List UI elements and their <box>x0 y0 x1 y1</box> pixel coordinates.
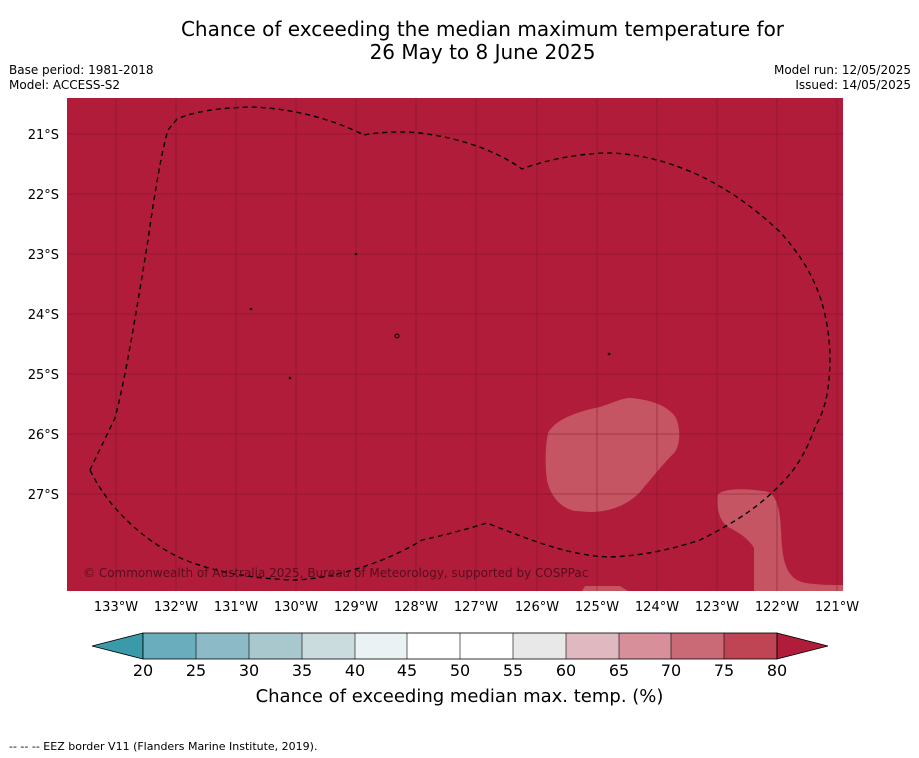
lat-tick-label: 27°S <box>28 488 59 503</box>
eez-footnote: -- -- -- EEZ border V11 (Flanders Marine… <box>9 740 318 753</box>
map-title: Chance of exceeding the median maximum t… <box>0 18 919 64</box>
colorbar: 20 25 30 35 40 45 50 55 60 65 70 75 80 <box>91 632 829 680</box>
title-line-1: Chance of exceeding the median maximum t… <box>180 17 785 41</box>
lon-tick-label: 122°W <box>755 600 799 615</box>
colorbar-tick-label: 55 <box>503 661 523 680</box>
lon-tick-label: 121°W <box>815 600 859 615</box>
colorbar-swatch <box>619 633 671 659</box>
lat-tick-label: 26°S <box>28 428 59 443</box>
meta-right: Model run: 12/05/2025 Issued: 14/05/2025 <box>774 63 911 93</box>
island <box>249 307 253 311</box>
lon-tick-label: 129°W <box>334 600 378 615</box>
colorbar-label: Chance of exceeding median max. temp. (%… <box>255 686 664 707</box>
map-copyright: © Commonwealth of Australia 2025, Bureau… <box>83 566 588 580</box>
colorbar-swatch <box>460 633 513 659</box>
lon-tick-label: 131°W <box>214 600 258 615</box>
lat-tick-label: 22°S <box>28 188 59 203</box>
colorbar-tick-label: 70 <box>661 661 681 680</box>
colorbar-swatch <box>407 633 460 659</box>
colorbar-tick-label: 35 <box>292 661 312 680</box>
colorbar-swatch <box>724 633 777 659</box>
lat-tick-label: 25°S <box>28 368 59 383</box>
meta-left: Base period: 1981-2018 Model: ACCESS-S2 <box>9 63 154 93</box>
islands <box>249 252 611 380</box>
colorbar-low-arrow <box>91 632 144 660</box>
colorbar-swatch <box>302 633 355 659</box>
eez-border <box>89 106 831 581</box>
colorbar-swatch <box>355 633 407 659</box>
lon-tick-label: 133°W <box>94 600 138 615</box>
colorbar-tick-label: 45 <box>397 661 417 680</box>
colorbar-tick-label: 75 <box>714 661 734 680</box>
base-period: Base period: 1981-2018 <box>9 63 154 77</box>
colorbar-tick-label: 60 <box>556 661 576 680</box>
lon-tick-label: 125°W <box>575 600 619 615</box>
lon-tick-label: 132°W <box>154 600 198 615</box>
colorbar-tick-label: 50 <box>450 661 470 680</box>
graticule <box>67 98 843 591</box>
lon-axis: 133°W 132°W 131°W 130°W 129°W 128°W 127°… <box>94 600 859 615</box>
issued-date: Issued: 14/05/2025 <box>795 78 911 92</box>
lat-tick-label: 23°S <box>28 248 59 263</box>
title-line-2: 26 May to 8 June 2025 <box>369 40 596 64</box>
colorbar-tick-label: 30 <box>239 661 259 680</box>
colorbar-swatch <box>671 633 724 659</box>
lat-tick-label: 24°S <box>28 308 59 323</box>
map-area <box>67 98 843 591</box>
model-name: Model: ACCESS-S2 <box>9 78 121 92</box>
colorbar-tick-label: 40 <box>345 661 365 680</box>
region-70-75-south-sliver <box>582 586 628 591</box>
island <box>354 252 358 256</box>
island <box>607 352 611 356</box>
lat-axis: 21°S 22°S 23°S 24°S 25°S 26°S 27°S <box>28 128 59 503</box>
colorbar-tick-label: 25 <box>186 661 206 680</box>
colorbar-swatch <box>196 633 249 659</box>
colorbar-tick-label: 65 <box>609 661 629 680</box>
lon-tick-label: 124°W <box>635 600 679 615</box>
colorbar-swatch <box>249 633 302 659</box>
region-70-75-central <box>545 397 680 512</box>
colorbar-high-arrow <box>776 632 829 660</box>
lon-tick-label: 128°W <box>394 600 438 615</box>
lon-tick-label: 127°W <box>454 600 498 615</box>
lon-tick-label: 130°W <box>274 600 318 615</box>
model-run: Model run: 12/05/2025 <box>773 63 911 77</box>
colorbar-swatch <box>513 633 566 659</box>
lon-tick-label: 123°W <box>695 600 739 615</box>
colorbar-swatch <box>566 633 619 659</box>
island <box>288 376 292 380</box>
colorbar-swatch <box>143 633 196 659</box>
lon-tick-label: 126°W <box>515 600 559 615</box>
colorbar-tick-label: 80 <box>767 661 787 680</box>
lat-tick-label: 21°S <box>28 128 59 143</box>
colorbar-tick-label: 20 <box>133 661 153 680</box>
island <box>394 333 400 339</box>
region-70-75-southeast <box>717 489 843 591</box>
